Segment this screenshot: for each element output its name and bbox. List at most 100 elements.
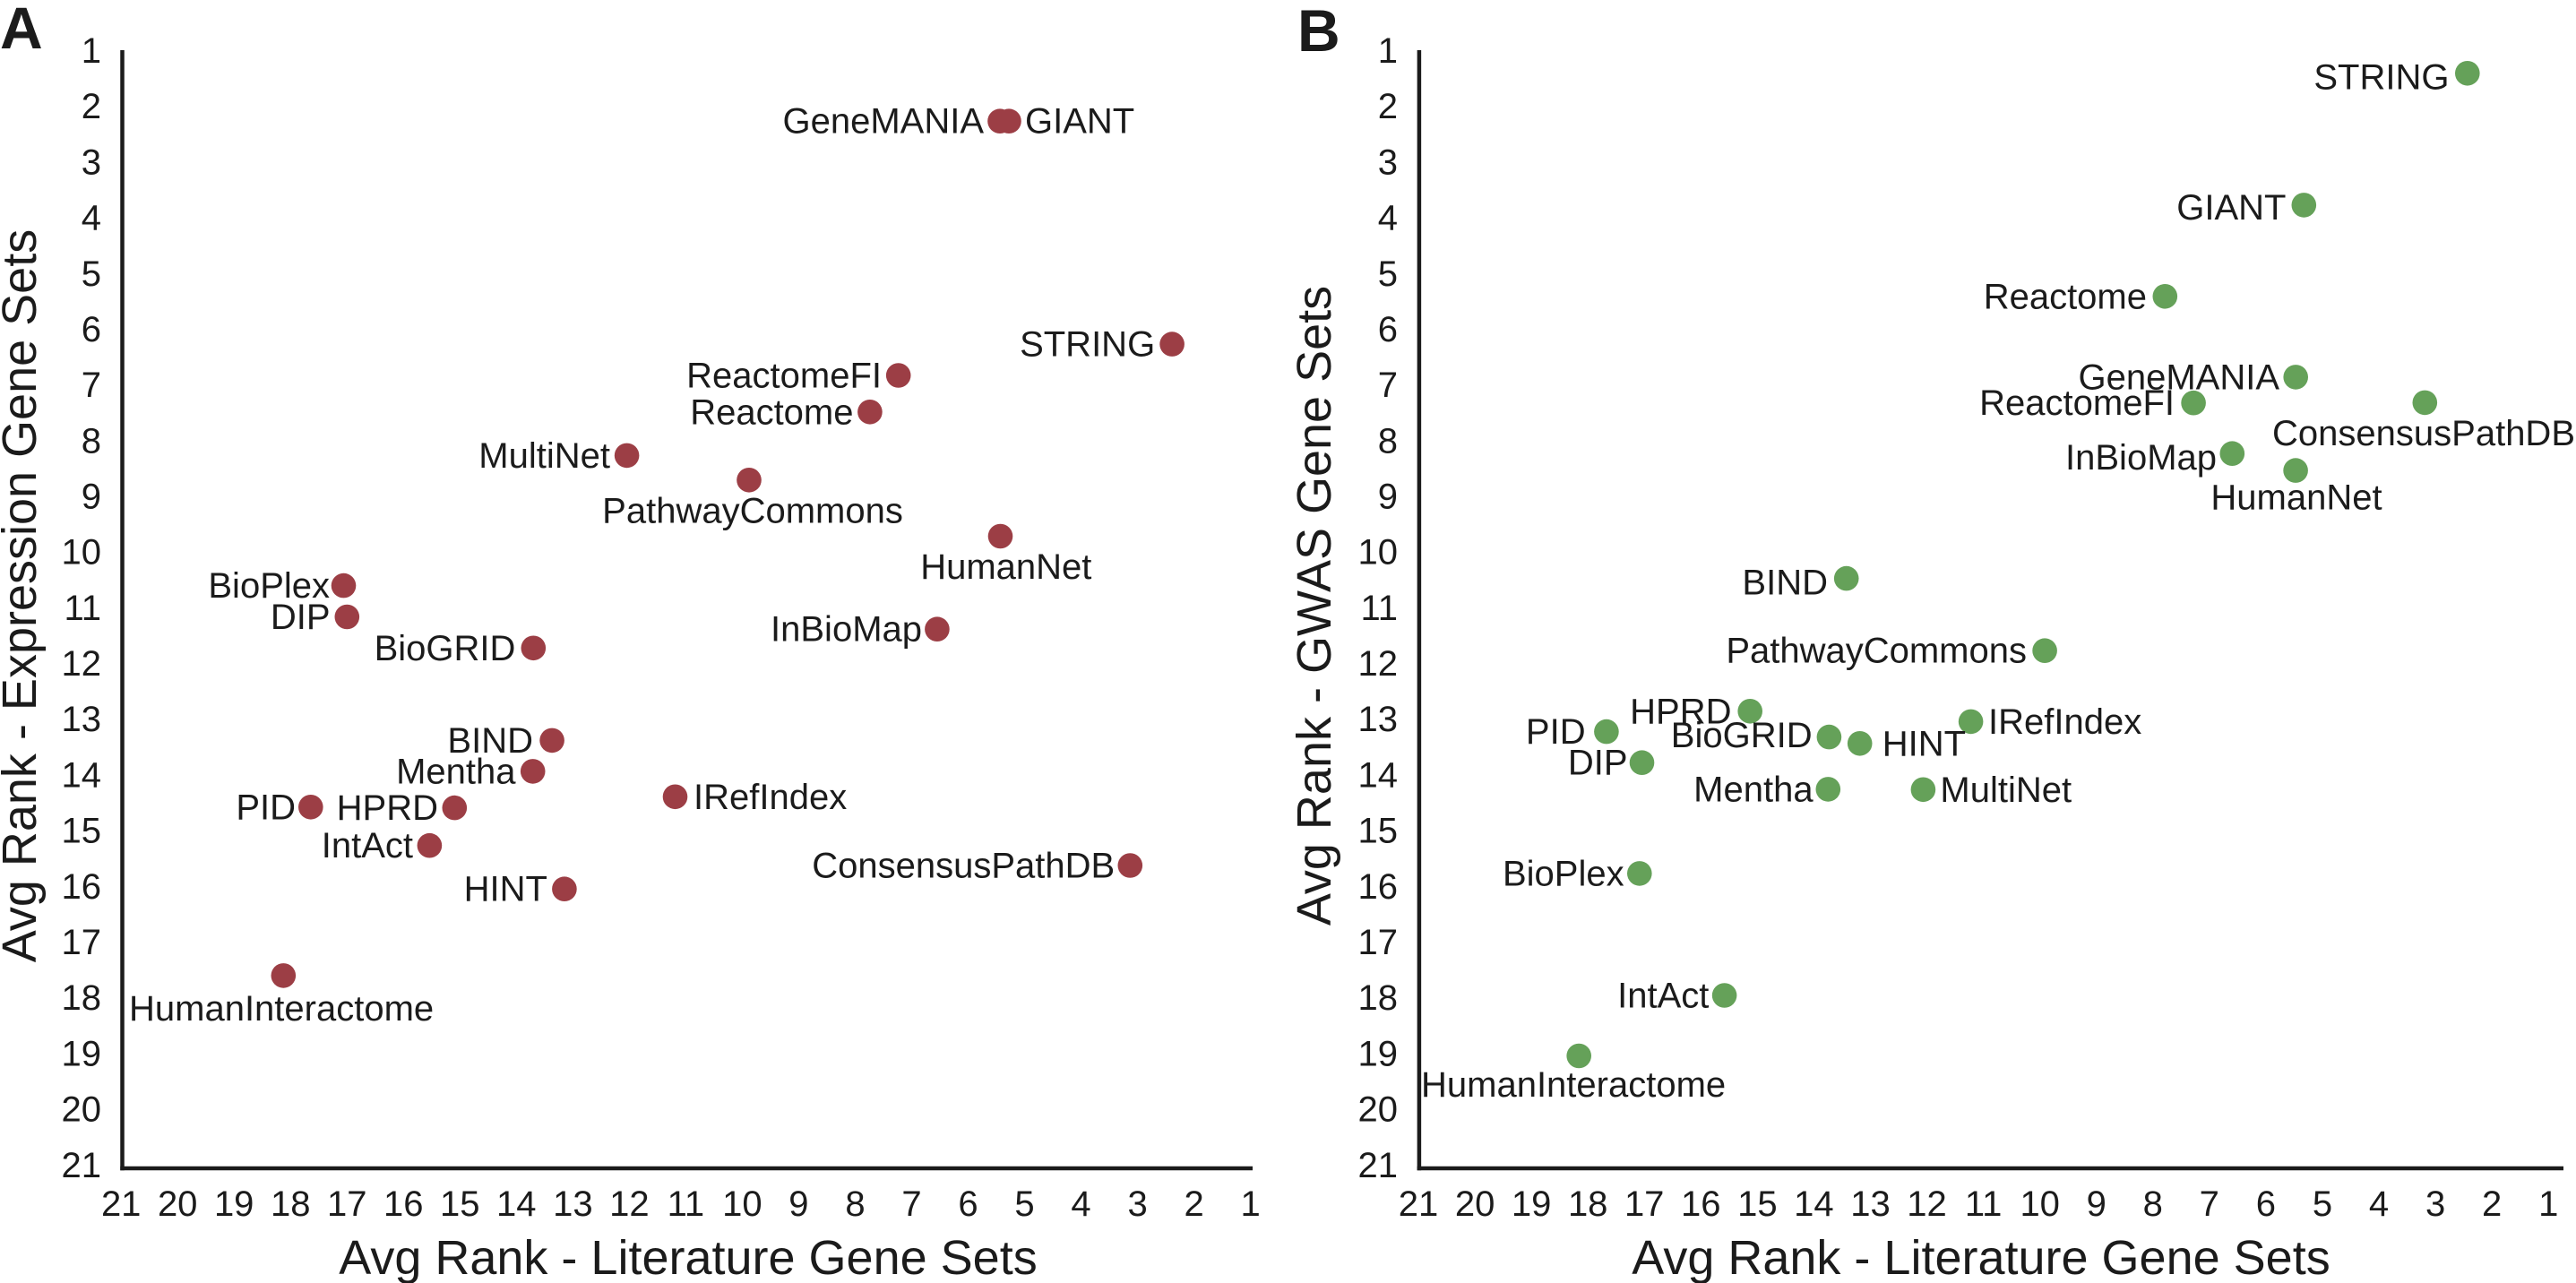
svg-text:6: 6 xyxy=(958,1184,978,1224)
svg-text:18: 18 xyxy=(62,978,102,1018)
svg-text:4: 4 xyxy=(1378,199,1398,238)
svg-text:DIP: DIP xyxy=(1568,744,1628,783)
svg-text:13: 13 xyxy=(1358,700,1399,739)
svg-text:Mentha: Mentha xyxy=(1693,770,1814,809)
svg-text:6: 6 xyxy=(1378,310,1398,349)
svg-text:10: 10 xyxy=(1358,533,1399,573)
svg-text:2: 2 xyxy=(2482,1184,2502,1224)
svg-text:1: 1 xyxy=(1240,1184,1260,1224)
svg-text:13: 13 xyxy=(553,1184,593,1224)
svg-text:STRING: STRING xyxy=(1020,325,1155,365)
svg-text:12: 12 xyxy=(62,644,102,684)
svg-text:2: 2 xyxy=(1184,1184,1203,1224)
svg-text:BIND: BIND xyxy=(447,721,533,761)
svg-text:ReactomeFI: ReactomeFI xyxy=(686,357,882,396)
svg-text:20: 20 xyxy=(158,1184,198,1224)
svg-text:18: 18 xyxy=(1568,1184,1608,1224)
svg-text:InBioMap: InBioMap xyxy=(2065,438,2217,478)
svg-text:BioGRID: BioGRID xyxy=(375,629,516,668)
svg-text:8: 8 xyxy=(845,1184,865,1224)
svg-text:16: 16 xyxy=(1358,867,1399,907)
svg-text:14: 14 xyxy=(62,755,102,795)
svg-text:20: 20 xyxy=(1358,1090,1399,1130)
svg-text:9: 9 xyxy=(788,1184,808,1224)
svg-text:3: 3 xyxy=(2425,1184,2445,1224)
svg-text:Reactome: Reactome xyxy=(1984,277,2147,316)
svg-text:GIANT: GIANT xyxy=(1025,102,1134,142)
svg-text:13: 13 xyxy=(62,700,102,739)
svg-text:HPRD: HPRD xyxy=(337,788,438,828)
svg-text:18: 18 xyxy=(271,1184,311,1224)
svg-text:8: 8 xyxy=(82,421,101,461)
svg-text:GeneMANIA: GeneMANIA xyxy=(782,102,984,142)
svg-text:3: 3 xyxy=(82,142,101,182)
svg-text:10: 10 xyxy=(2020,1184,2060,1224)
svg-text:ConsensusPathDB: ConsensusPathDB xyxy=(812,847,1115,886)
svg-text:HumanInteractome: HumanInteractome xyxy=(1421,1065,1726,1105)
svg-text:HumanNet: HumanNet xyxy=(920,547,1091,587)
svg-text:17: 17 xyxy=(1624,1184,1665,1224)
svg-text:5: 5 xyxy=(1014,1184,1034,1224)
svg-text:6: 6 xyxy=(2256,1184,2276,1224)
svg-text:4: 4 xyxy=(82,199,101,238)
svg-text:12: 12 xyxy=(1358,644,1399,684)
svg-text:6: 6 xyxy=(82,310,101,349)
svg-text:20: 20 xyxy=(62,1090,102,1130)
svg-text:20: 20 xyxy=(1455,1184,1495,1224)
svg-text:A: A xyxy=(0,0,43,61)
svg-text:8: 8 xyxy=(1378,421,1398,461)
svg-text:HumanNet: HumanNet xyxy=(2210,478,2382,518)
svg-text:PathwayCommons: PathwayCommons xyxy=(602,492,903,531)
svg-text:7: 7 xyxy=(1378,366,1398,405)
svg-text:MultiNet: MultiNet xyxy=(478,436,610,476)
svg-text:PathwayCommons: PathwayCommons xyxy=(1726,632,2027,671)
svg-text:1: 1 xyxy=(2538,1184,2558,1224)
svg-text:GIANT: GIANT xyxy=(2176,188,2286,228)
svg-text:ReactomeFI: ReactomeFI xyxy=(1979,383,2175,423)
svg-text:GeneMANIA: GeneMANIA xyxy=(2078,357,2279,397)
svg-text:10: 10 xyxy=(62,533,102,573)
svg-text:17: 17 xyxy=(327,1184,367,1224)
svg-text:3: 3 xyxy=(1127,1184,1147,1224)
svg-text:15: 15 xyxy=(1358,812,1399,851)
svg-text:13: 13 xyxy=(1850,1184,1891,1224)
svg-text:BIND: BIND xyxy=(1742,564,1828,603)
svg-text:9: 9 xyxy=(2087,1184,2106,1224)
svg-text:5: 5 xyxy=(82,254,101,294)
svg-text:HumanInteractome: HumanInteractome xyxy=(129,989,434,1029)
svg-text:14: 14 xyxy=(1794,1184,1834,1224)
svg-text:ConsensusPathDB: ConsensusPathDB xyxy=(2272,414,2575,453)
svg-text:21: 21 xyxy=(101,1184,142,1224)
svg-text:17: 17 xyxy=(62,923,102,962)
svg-text:17: 17 xyxy=(1358,923,1399,962)
svg-text:11: 11 xyxy=(1965,1184,2003,1224)
svg-text:Mentha: Mentha xyxy=(396,752,516,791)
svg-text:21: 21 xyxy=(1358,1146,1399,1185)
svg-text:4: 4 xyxy=(2369,1184,2389,1224)
svg-text:Avg Rank - Literature Gene Set: Avg Rank - Literature Gene Sets xyxy=(1632,1231,2330,1283)
svg-text:5: 5 xyxy=(2313,1184,2332,1224)
svg-text:2: 2 xyxy=(1378,87,1398,126)
svg-text:MultiNet: MultiNet xyxy=(1940,771,2072,810)
svg-text:PID: PID xyxy=(236,788,296,827)
svg-text:19: 19 xyxy=(1512,1184,1552,1224)
svg-text:16: 16 xyxy=(62,867,102,907)
svg-text:14: 14 xyxy=(1358,755,1399,795)
svg-text:IntAct: IntAct xyxy=(1617,977,1709,1016)
svg-text:Avg Rank - Literature Gene Set: Avg Rank - Literature Gene Sets xyxy=(339,1231,1037,1283)
svg-text:B: B xyxy=(1297,0,1340,64)
svg-text:HPRD: HPRD xyxy=(1630,692,1731,731)
svg-text:19: 19 xyxy=(1358,1034,1399,1073)
svg-text:InBioMap: InBioMap xyxy=(771,610,922,650)
svg-text:1: 1 xyxy=(82,31,101,71)
svg-text:3: 3 xyxy=(1378,142,1398,182)
svg-text:10: 10 xyxy=(722,1184,762,1224)
svg-text:12: 12 xyxy=(609,1184,650,1224)
svg-text:11: 11 xyxy=(668,1184,705,1224)
svg-text:19: 19 xyxy=(62,1034,102,1073)
svg-text:Avg Rank - Expression Gene Set: Avg Rank - Expression Gene Sets xyxy=(0,229,47,962)
svg-text:BioGRID: BioGRID xyxy=(1671,716,1813,755)
svg-text:12: 12 xyxy=(1907,1184,1947,1224)
svg-text:9: 9 xyxy=(82,478,101,517)
svg-text:8: 8 xyxy=(2143,1184,2163,1224)
